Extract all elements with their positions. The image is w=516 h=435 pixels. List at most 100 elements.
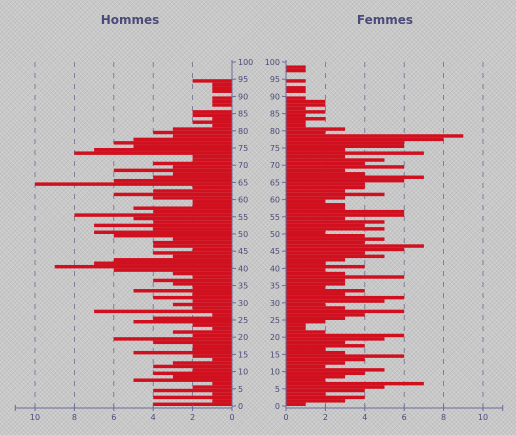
- women-bar: [286, 127, 346, 131]
- women-bar: [286, 340, 346, 345]
- men-bar: [113, 178, 232, 183]
- women-bars: [286, 65, 464, 406]
- women-bar: [286, 271, 346, 276]
- women-bar: [286, 244, 424, 248]
- men-bar: [133, 378, 232, 382]
- men-bar: [212, 117, 232, 121]
- women-bar: [286, 364, 326, 369]
- women-age-tick-label: 80: [270, 127, 280, 136]
- men-bar: [212, 399, 232, 403]
- men-bar: [192, 275, 232, 279]
- women-bar: [286, 323, 306, 327]
- men-bar: [192, 323, 232, 327]
- men-bar: [192, 333, 232, 338]
- men-age-tick-label: 65: [238, 178, 248, 187]
- men-bar: [113, 168, 232, 173]
- men-bar: [113, 268, 232, 272]
- men-bar: [212, 326, 232, 331]
- men-value-tick-label: 0: [229, 413, 234, 422]
- women-bar: [286, 165, 405, 169]
- men-bar: [172, 375, 232, 379]
- men-bar: [192, 385, 232, 389]
- women-age-tick-label: 95: [270, 75, 280, 84]
- men-bar: [192, 247, 232, 252]
- women-bar: [286, 178, 405, 183]
- women-bar: [286, 103, 326, 107]
- men-age-tick-label: 50: [238, 230, 248, 239]
- women-value-tick-label: 6: [402, 413, 407, 422]
- men-bar: [113, 258, 232, 262]
- men-bar: [35, 182, 232, 186]
- men-bar: [153, 395, 232, 400]
- women-bar: [286, 354, 405, 358]
- women-bar: [286, 282, 346, 286]
- women-bar: [286, 216, 346, 221]
- women-bar: [286, 168, 346, 173]
- women-bar: [286, 234, 365, 238]
- women-value-tick-label: 2: [323, 413, 328, 422]
- women-bar: [286, 151, 424, 155]
- men-bar: [192, 347, 232, 351]
- men-bar: [153, 364, 232, 369]
- men-bar: [133, 289, 232, 293]
- men-age-tick-label: 45: [238, 247, 248, 256]
- women-bar: [286, 254, 385, 259]
- men-age-tick-label: 90: [238, 92, 248, 101]
- men-age-tick-label: 85: [238, 110, 248, 119]
- women-age-tick-label: 85: [270, 110, 280, 119]
- women-bar: [286, 258, 346, 262]
- women-bar: [286, 278, 346, 283]
- women-bar: [286, 68, 306, 73]
- men-bar: [153, 316, 232, 320]
- men-bar: [54, 264, 233, 269]
- men-bar: [192, 299, 232, 303]
- women-age-tick-label: 30: [270, 299, 280, 308]
- men-value-tick-label: 2: [190, 413, 195, 422]
- women-bar: [286, 220, 385, 224]
- men-bar: [192, 285, 232, 290]
- men-bar: [153, 196, 232, 200]
- women-bar: [286, 223, 365, 228]
- women-bar: [286, 89, 306, 93]
- men-age-tick-label: 5: [238, 385, 243, 394]
- women-bar: [286, 123, 306, 128]
- men-age-tick-label: 35: [238, 282, 248, 291]
- women-bar: [286, 295, 405, 300]
- men-age-tick-label: 10: [238, 368, 248, 377]
- women-bar: [286, 130, 326, 135]
- men-bar: [212, 123, 232, 128]
- women-bar: [286, 333, 405, 338]
- women-bar: [286, 192, 385, 197]
- women-bar: [286, 172, 365, 176]
- women-bar: [286, 337, 385, 341]
- men-bar: [172, 254, 232, 259]
- women-age-tick-label: 0: [275, 402, 280, 411]
- women-bar: [286, 392, 326, 396]
- men-bar: [212, 381, 232, 386]
- men-bar: [212, 86, 232, 90]
- men-age-tick-label: 60: [238, 196, 248, 205]
- women-age-tick-label: 65: [270, 178, 280, 187]
- men-bar: [192, 110, 232, 114]
- women-bar: [286, 275, 405, 279]
- men-age-tick-label: 75: [238, 144, 248, 153]
- men-bar: [192, 120, 232, 124]
- women-bar: [286, 299, 385, 303]
- women-age-tick-label: 10: [270, 368, 280, 377]
- men-age-tick-label: 40: [238, 264, 248, 273]
- women-value-tick-label: 4: [362, 413, 367, 422]
- women-bar: [286, 347, 326, 351]
- women-bar: [286, 227, 385, 231]
- men-bar: [133, 137, 232, 142]
- women-age-tick-label: 100: [265, 58, 280, 67]
- women-age-tick-label: 70: [270, 161, 280, 170]
- women-bar: [286, 209, 405, 214]
- men-bar: [94, 309, 232, 314]
- men-bar: [113, 141, 232, 145]
- women-bar: [286, 144, 405, 148]
- women-bar: [286, 375, 346, 379]
- men-bar: [133, 320, 232, 324]
- women-bar: [286, 240, 365, 245]
- men-age-tick-label: 25: [238, 316, 248, 325]
